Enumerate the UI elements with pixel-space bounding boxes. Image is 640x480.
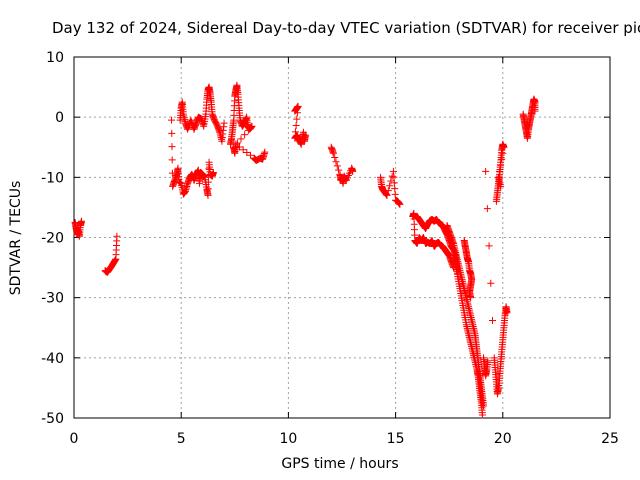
y-axis-label: SDTVAR / TECUs [8,180,24,296]
data-point [220,119,228,127]
y-tick-label: -10 [41,170,64,186]
y-tick-label: -50 [41,411,64,427]
data-point [387,177,395,185]
data-point [293,115,301,123]
data-point [331,153,339,161]
data-point [503,309,511,317]
data-point [487,279,495,287]
data-point [204,178,212,186]
data-point [396,200,404,208]
data-point [335,166,343,174]
data-point [388,172,396,180]
data-point [78,217,86,225]
data-point [294,102,302,110]
y-tick-label: -20 [41,231,64,247]
data-point [113,232,121,240]
data-point [467,294,475,302]
data-point [497,182,505,190]
data-point [383,191,391,199]
data-point [244,126,252,134]
data-point [237,135,245,143]
data-point [332,158,340,166]
data-point [386,182,394,190]
data-point [497,161,505,169]
data-point [482,167,490,175]
data-point [500,143,508,151]
data-point [168,143,176,151]
data-point [246,151,254,159]
data-point [333,162,341,170]
data-point [349,167,357,175]
chart-title: Day 132 of 2024, Sidereal Day-to-day VTE… [52,19,640,37]
data-point [209,169,217,177]
y-tick-label: 10 [46,50,64,66]
y-tick-label: 0 [55,110,64,126]
x-tick-label: 15 [387,431,405,447]
data-point [204,185,212,193]
data-point [293,109,301,117]
data-point [498,155,506,163]
x-tick-label: 5 [177,431,186,447]
data-point [302,131,310,139]
data-point [499,149,507,157]
x-tick-label: 10 [279,431,297,447]
data-point [204,191,212,199]
data-points [71,81,539,419]
data-point [489,317,497,325]
data-point [485,242,493,250]
data-point [187,116,195,124]
x-tick-label: 20 [494,431,512,447]
data-point [329,149,337,157]
data-point [292,121,300,129]
data-point [184,125,192,133]
grid [74,57,610,418]
axis-ticks: 0 5 10 15 20 25 10 0 -10 -20 -30 -40 -50 [41,50,619,447]
y-tick-label: -30 [41,291,64,307]
x-tick-label: 25 [601,431,619,447]
data-point [168,156,176,164]
data-point [233,139,241,147]
data-point [496,167,504,175]
data-point [248,122,256,130]
data-point [232,140,240,148]
data-point [484,357,492,365]
data-point [168,116,176,124]
data-point [261,148,269,156]
data-point [478,411,486,419]
data-point [241,131,249,139]
x-tick-label: 0 [70,431,79,447]
data-point [239,146,247,154]
data-point [483,205,491,213]
y-tick-label: -40 [41,351,64,367]
data-point [243,149,251,157]
x-axis-label: GPS time / hours [281,456,399,472]
data-point [531,107,539,115]
data-point [384,187,392,195]
data-point [168,129,176,137]
data-point [236,143,244,151]
